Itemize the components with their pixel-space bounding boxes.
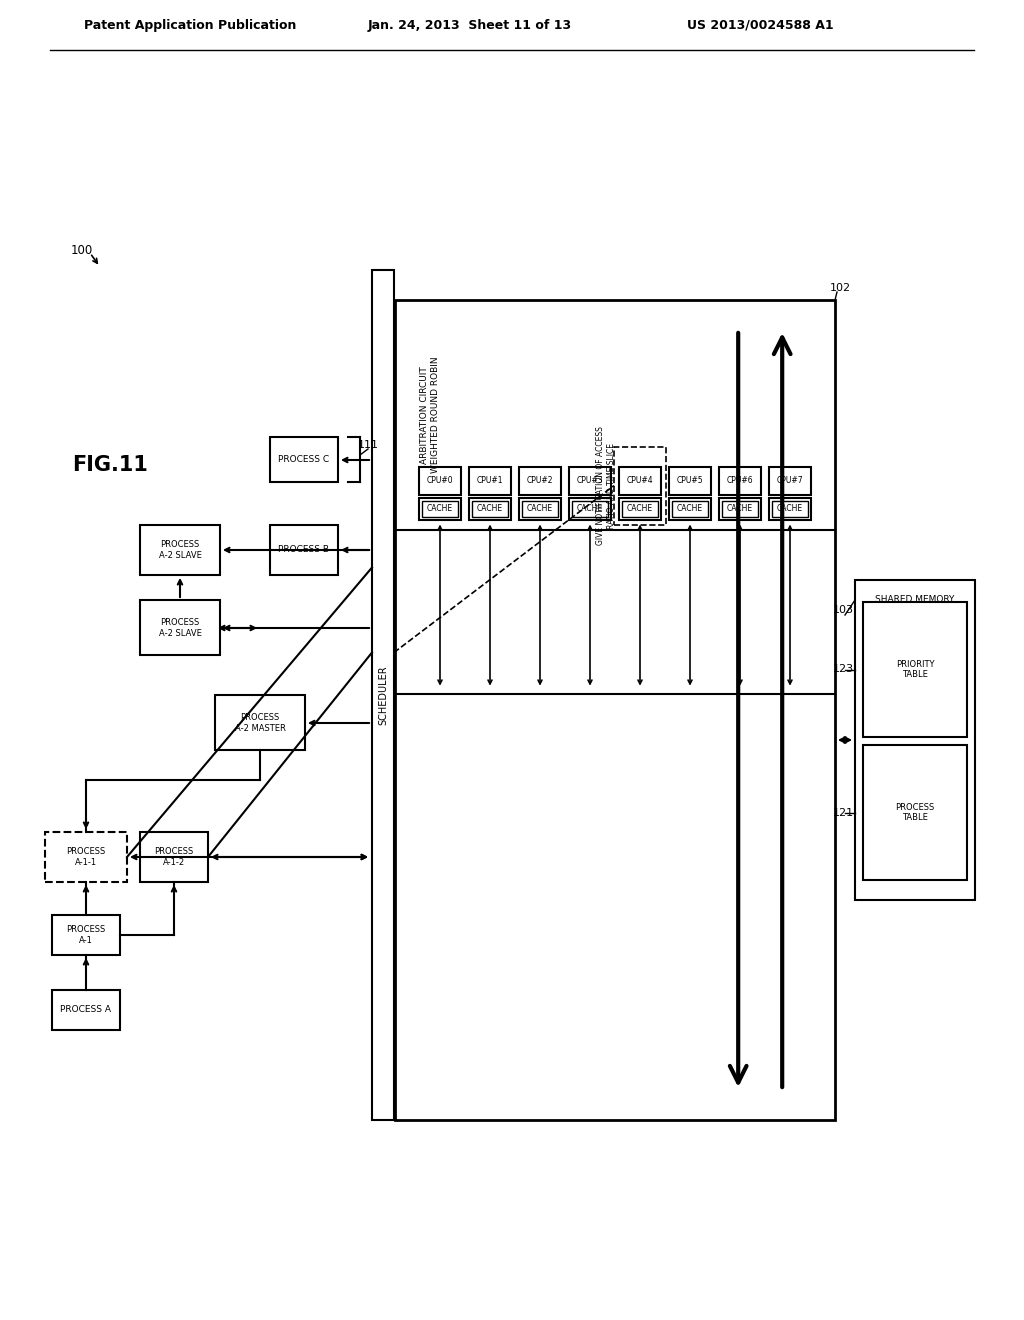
Bar — [519, 466, 561, 495]
Bar — [395, 300, 835, 1119]
Bar — [569, 498, 611, 520]
Text: PROCESS C: PROCESS C — [279, 455, 330, 465]
Text: FIG.11: FIG.11 — [72, 455, 147, 475]
Text: CACHE: CACHE — [627, 504, 653, 513]
Bar — [672, 500, 708, 516]
Text: 123: 123 — [833, 664, 854, 675]
Bar — [140, 832, 208, 882]
Text: GIVE NOTIFICATION OF ACCESS
RATIO AND TIME SLICE: GIVE NOTIFICATION OF ACCESS RATIO AND TI… — [596, 426, 615, 545]
Text: PROCESS A: PROCESS A — [60, 1006, 112, 1015]
Bar — [270, 525, 338, 576]
Text: 111: 111 — [357, 440, 379, 450]
Text: PROCESS B: PROCESS B — [279, 545, 330, 554]
Bar — [614, 446, 666, 524]
Text: CACHE: CACHE — [727, 504, 753, 513]
Bar — [372, 271, 394, 1119]
Text: Patent Application Publication: Patent Application Publication — [84, 18, 296, 32]
Bar — [45, 832, 127, 882]
Bar — [863, 602, 967, 737]
Text: PROCESS
A-1: PROCESS A-1 — [67, 925, 105, 945]
Bar — [469, 498, 511, 520]
Text: PROCESS
A-1-1: PROCESS A-1-1 — [67, 847, 105, 867]
Bar — [669, 498, 711, 520]
Bar — [469, 466, 511, 495]
Text: PROCESS
TABLE: PROCESS TABLE — [895, 803, 935, 822]
Bar — [719, 498, 761, 520]
Text: ARBITRATION CIRCUIT
WEIGHTED ROUND ROBIN: ARBITRATION CIRCUIT WEIGHTED ROUND ROBIN — [420, 356, 439, 473]
Bar — [863, 744, 967, 880]
Text: CPU#7: CPU#7 — [776, 477, 803, 486]
Text: CACHE: CACHE — [527, 504, 553, 513]
Text: CPU#4: CPU#4 — [627, 477, 653, 486]
Text: CACHE: CACHE — [577, 504, 603, 513]
Bar — [419, 466, 461, 495]
Text: PROCESS
A-1-2: PROCESS A-1-2 — [155, 847, 194, 867]
Bar — [419, 498, 461, 520]
Text: CACHE: CACHE — [427, 504, 453, 513]
Text: PROCESS
A-2 SLAVE: PROCESS A-2 SLAVE — [159, 618, 202, 638]
Bar — [422, 500, 458, 516]
Text: CPU#1: CPU#1 — [477, 477, 503, 486]
Text: CPU#2: CPU#2 — [526, 477, 553, 486]
Bar — [572, 500, 608, 516]
Text: CPU#0: CPU#0 — [427, 477, 454, 486]
Text: CPU#3: CPU#3 — [577, 477, 603, 486]
Text: PROCESS
A-2 MASTER: PROCESS A-2 MASTER — [234, 713, 286, 733]
Bar — [569, 466, 611, 495]
Text: 121: 121 — [833, 808, 854, 817]
Text: CACHE: CACHE — [677, 504, 703, 513]
Bar — [769, 498, 811, 520]
Bar — [772, 500, 808, 516]
Text: US 2013/0024588 A1: US 2013/0024588 A1 — [687, 18, 834, 32]
Text: 102: 102 — [829, 282, 851, 293]
Bar — [472, 500, 508, 516]
Bar — [270, 437, 338, 482]
Bar — [52, 990, 120, 1030]
Bar — [522, 500, 558, 516]
Text: CPU#5: CPU#5 — [677, 477, 703, 486]
Bar — [669, 466, 711, 495]
Bar — [719, 466, 761, 495]
Bar — [618, 498, 662, 520]
Bar — [855, 579, 975, 900]
Text: 103: 103 — [833, 605, 853, 615]
Bar — [52, 915, 120, 954]
Text: SCHEDULER: SCHEDULER — [378, 665, 388, 725]
Bar — [215, 696, 305, 750]
Bar — [519, 498, 561, 520]
Text: PRIORITY
TABLE: PRIORITY TABLE — [896, 660, 934, 680]
Text: 100: 100 — [71, 243, 93, 256]
Bar — [722, 500, 758, 516]
Text: CACHE: CACHE — [777, 504, 803, 513]
Text: CACHE: CACHE — [477, 504, 503, 513]
Text: SHARED MEMORY: SHARED MEMORY — [876, 595, 954, 605]
Bar — [140, 601, 220, 655]
Text: Jan. 24, 2013  Sheet 11 of 13: Jan. 24, 2013 Sheet 11 of 13 — [368, 18, 572, 32]
Bar — [140, 525, 220, 576]
Bar — [769, 466, 811, 495]
Text: CPU#6: CPU#6 — [727, 477, 754, 486]
Bar — [622, 500, 658, 516]
Bar — [618, 466, 662, 495]
Text: PROCESS
A-2 SLAVE: PROCESS A-2 SLAVE — [159, 540, 202, 560]
